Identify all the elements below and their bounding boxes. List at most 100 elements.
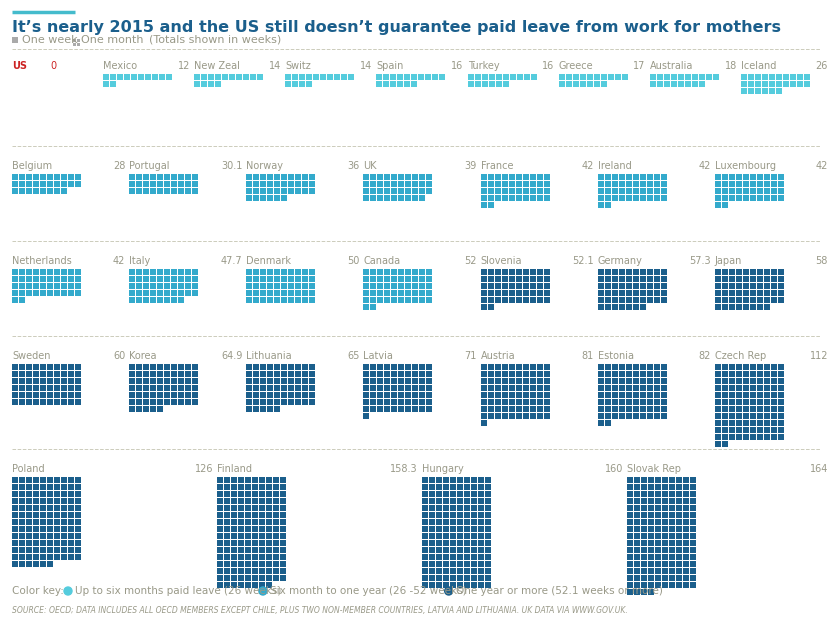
Bar <box>260 385 266 391</box>
Bar <box>619 392 625 398</box>
Bar <box>516 406 522 412</box>
Bar <box>762 81 768 87</box>
Bar <box>443 512 449 518</box>
Bar <box>715 406 721 412</box>
Bar <box>253 188 260 194</box>
Bar <box>26 276 32 282</box>
Bar <box>295 276 301 282</box>
Bar <box>12 498 18 504</box>
Bar <box>384 269 390 275</box>
Bar <box>19 399 25 405</box>
Bar <box>508 290 514 296</box>
Bar <box>302 276 309 282</box>
Bar <box>159 74 165 80</box>
Bar <box>771 188 777 194</box>
Bar <box>494 399 501 405</box>
Text: Denmark: Denmark <box>246 256 291 266</box>
Bar <box>129 364 135 370</box>
Bar <box>295 385 301 391</box>
Bar <box>634 519 640 525</box>
Bar <box>715 385 721 391</box>
Bar <box>482 74 488 80</box>
Bar <box>778 174 784 180</box>
Bar <box>537 378 542 384</box>
Bar <box>178 371 184 377</box>
Bar <box>422 575 428 581</box>
Bar <box>253 392 260 398</box>
Bar <box>12 188 18 194</box>
Bar <box>150 406 156 412</box>
Bar <box>632 371 639 377</box>
Bar <box>12 512 18 518</box>
Bar <box>778 413 784 419</box>
Bar <box>150 371 156 377</box>
Bar <box>320 74 326 80</box>
Bar <box>508 385 514 391</box>
Bar <box>68 181 74 187</box>
Bar <box>413 392 418 398</box>
Bar <box>605 174 611 180</box>
Bar <box>740 74 747 80</box>
Bar <box>771 420 777 426</box>
Bar <box>171 378 177 384</box>
Bar <box>378 283 384 289</box>
Bar <box>217 533 223 539</box>
Bar <box>12 491 18 497</box>
Bar <box>764 188 770 194</box>
Bar <box>488 413 493 419</box>
Bar <box>192 188 198 194</box>
Bar <box>778 195 784 201</box>
Bar <box>419 283 425 289</box>
Bar <box>281 283 287 289</box>
Bar <box>413 181 418 187</box>
Bar <box>364 276 369 282</box>
Bar <box>215 74 221 80</box>
Bar <box>597 269 604 275</box>
Bar <box>143 392 149 398</box>
Bar <box>522 181 528 187</box>
Bar <box>40 540 46 546</box>
Bar <box>640 174 646 180</box>
Bar <box>413 283 418 289</box>
Bar <box>150 297 156 303</box>
Bar <box>572 81 579 87</box>
Bar <box>171 269 177 275</box>
Bar <box>750 188 755 194</box>
Bar <box>47 276 53 282</box>
Bar <box>436 477 442 483</box>
Bar <box>640 385 646 391</box>
Bar <box>494 406 501 412</box>
Bar <box>778 181 784 187</box>
Bar <box>33 392 39 398</box>
Bar <box>136 181 142 187</box>
Bar <box>481 195 487 201</box>
Bar <box>750 399 755 405</box>
Bar <box>516 174 522 180</box>
Bar <box>750 174 755 180</box>
Bar <box>186 283 191 289</box>
Bar <box>627 477 633 483</box>
Bar <box>450 568 456 574</box>
Bar <box>640 406 646 412</box>
Bar <box>669 575 675 581</box>
Bar <box>627 526 633 532</box>
Bar <box>612 188 617 194</box>
Bar <box>129 181 135 187</box>
Bar <box>735 297 742 303</box>
Bar <box>640 195 646 201</box>
Bar <box>26 392 32 398</box>
Bar <box>145 74 151 80</box>
Bar <box>33 526 39 532</box>
Bar <box>646 406 653 412</box>
Bar <box>302 392 309 398</box>
Bar <box>246 269 252 275</box>
Bar <box>683 526 689 532</box>
Bar <box>238 505 244 511</box>
Bar <box>648 533 654 539</box>
Bar <box>419 399 425 405</box>
Bar <box>398 74 404 80</box>
Bar <box>464 533 470 539</box>
Bar <box>715 420 721 426</box>
Bar <box>224 477 230 483</box>
Bar <box>594 74 600 80</box>
